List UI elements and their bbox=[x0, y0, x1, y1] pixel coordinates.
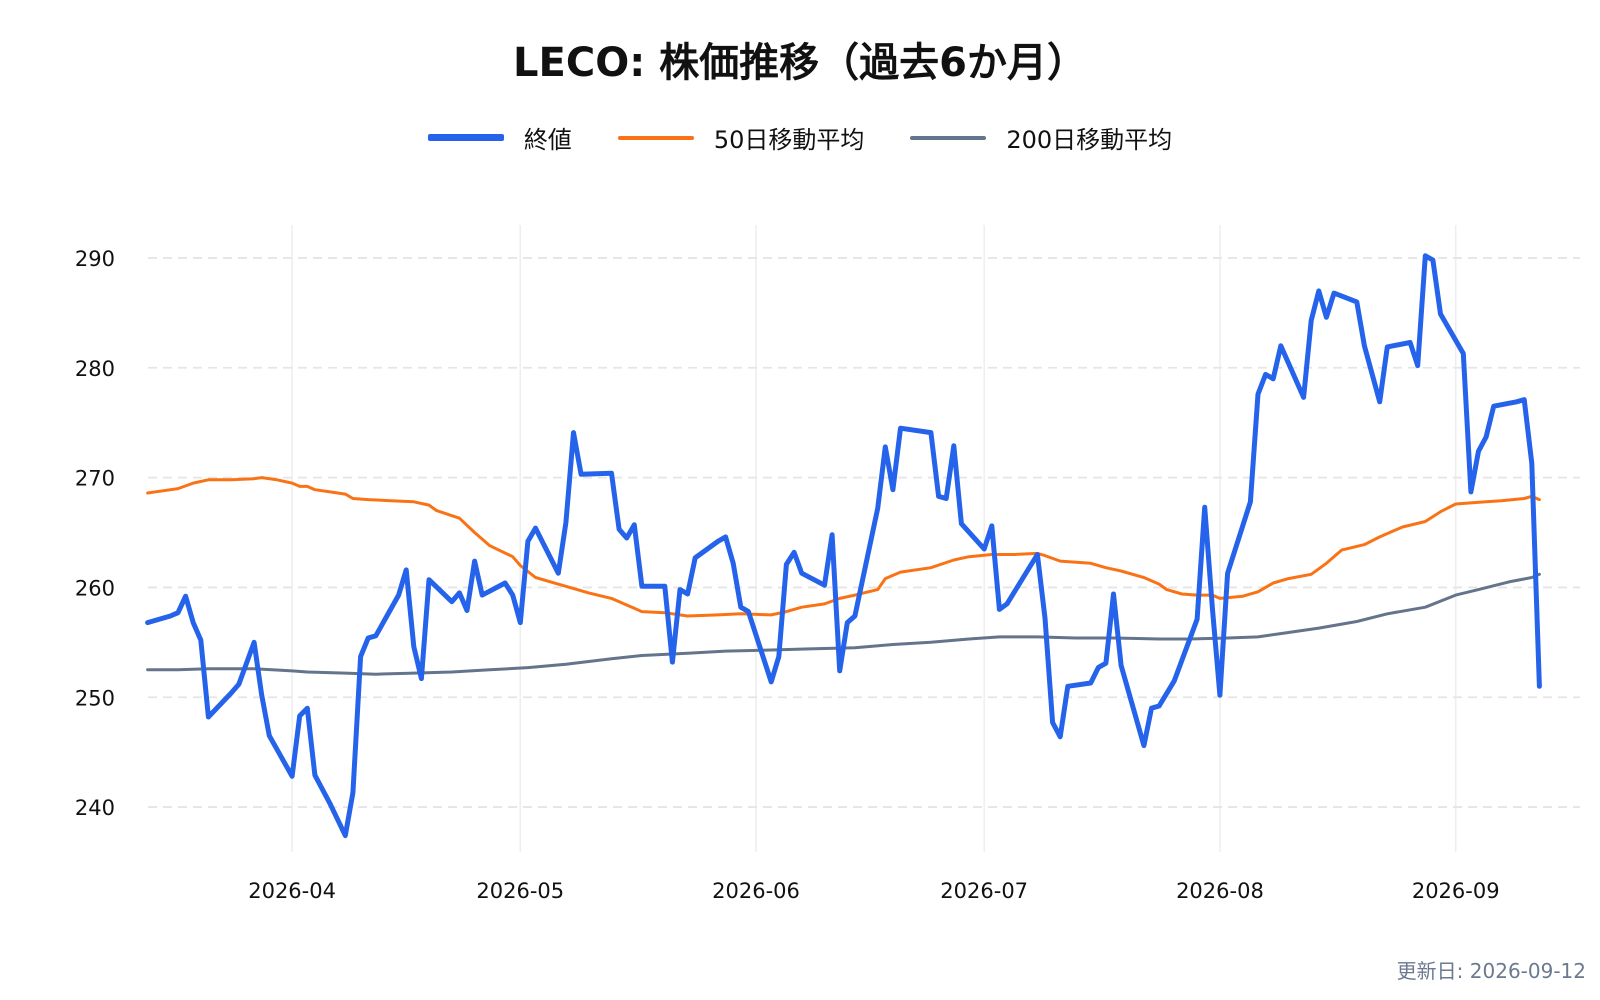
legend-label-ma50: 50日移動平均 bbox=[713, 126, 865, 154]
legend-label-close: 終値 bbox=[523, 126, 572, 154]
updated-date: 更新日: 2026-09-12 bbox=[1396, 959, 1586, 983]
y-tick-label: 270 bbox=[75, 467, 115, 491]
x-tick-label: 2026-07 bbox=[940, 879, 1028, 903]
ma50-line bbox=[146, 476, 1541, 618]
ma200-line bbox=[146, 572, 1541, 676]
x-tick-label: 2026-09 bbox=[1412, 879, 1500, 903]
legend-item-ma200[interactable]: 200日移動平均 bbox=[910, 120, 1172, 155]
y-tick-label: 260 bbox=[75, 576, 115, 600]
legend-item-close[interactable]: 終値 bbox=[427, 120, 572, 155]
legend-item-ma50[interactable]: 50日移動平均 bbox=[617, 120, 865, 155]
legend: 終値 50日移動平均 200日移動平均 bbox=[0, 120, 1600, 155]
legend-swatch-ma200 bbox=[910, 135, 987, 140]
legend-swatch-close bbox=[427, 134, 504, 141]
y-tick-label: 240 bbox=[75, 796, 115, 820]
legend-swatch-ma50 bbox=[617, 135, 694, 140]
x-tick-label: 2026-04 bbox=[248, 879, 336, 903]
y-tick-label: 250 bbox=[75, 686, 115, 710]
x-tick-label: 2026-08 bbox=[1176, 879, 1264, 903]
x-tick-label: 2026-06 bbox=[712, 879, 800, 903]
y-tick-label: 280 bbox=[75, 357, 115, 381]
legend-label-ma200: 200日移動平均 bbox=[1006, 126, 1173, 154]
chart-title: LECO: 株価推移（過去6か月） bbox=[513, 40, 1087, 86]
y-tick-label: 290 bbox=[75, 247, 115, 271]
x-tick-label: 2026-05 bbox=[476, 879, 564, 903]
close-price-line bbox=[145, 253, 1542, 839]
